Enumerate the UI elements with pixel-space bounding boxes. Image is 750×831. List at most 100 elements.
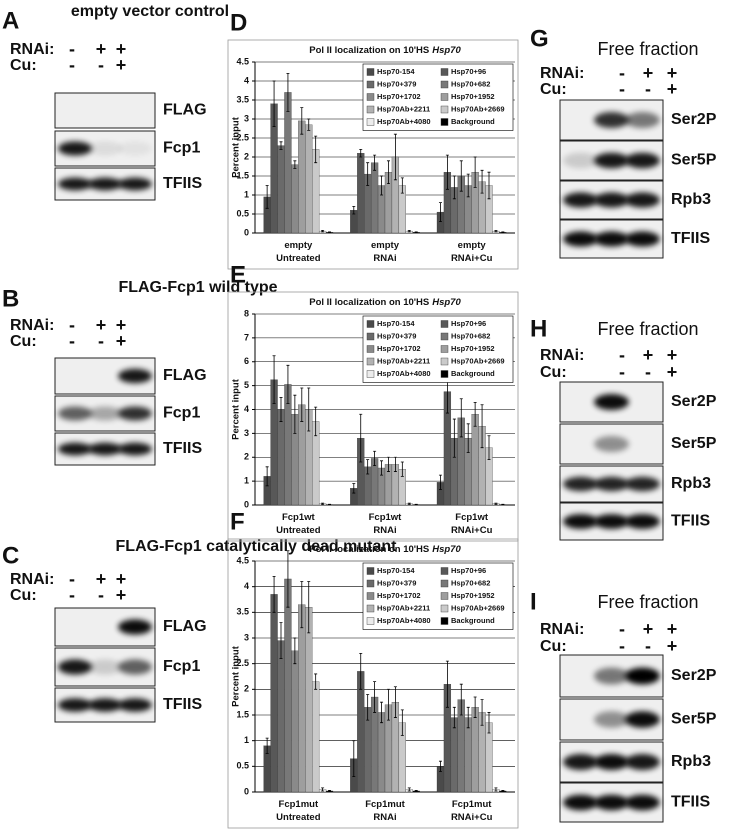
- x-tick-label-line: RNAi+Cu: [451, 812, 493, 823]
- error-bar: [314, 135, 318, 164]
- blot-strip: [559, 99, 664, 141]
- y-tick-label: 7: [244, 332, 249, 342]
- bar: [464, 717, 472, 793]
- bar: [305, 607, 313, 793]
- blot-background: [54, 92, 156, 129]
- legend-label: Hsp70Ab+2211: [377, 356, 430, 365]
- legend-label: Background: [451, 117, 495, 126]
- bar: [284, 92, 292, 234]
- blot-band: [118, 141, 152, 156]
- x-tick-label-line: RNAi+Cu: [451, 525, 493, 536]
- legend-swatch: [440, 604, 449, 613]
- x-tick-label: empty RNAi+Cu: [451, 240, 493, 264]
- error-bar: [473, 696, 477, 718]
- bar: [370, 162, 379, 234]
- error-bar: [328, 231, 332, 234]
- blot-band: [624, 231, 660, 247]
- condition-sign: -: [69, 585, 75, 605]
- error-bar: [400, 177, 404, 194]
- condition-label: RNAi:: [540, 621, 584, 638]
- legend-label: Hsp70+1952: [451, 591, 495, 600]
- legend-label: Hsp70Ab+4080: [377, 616, 431, 625]
- legend-label: Hsp70+1952: [451, 344, 495, 353]
- bar: [291, 650, 299, 793]
- legend-swatch: [440, 345, 449, 353]
- y-tick-label: 0: [244, 227, 249, 237]
- condition-sign: -: [619, 79, 625, 99]
- blot-band: [593, 794, 630, 811]
- band-label: Rpb3: [671, 475, 711, 492]
- band-label: Ser5P: [671, 152, 717, 169]
- y-tick-label: 1: [244, 476, 249, 486]
- legend-swatch: [440, 80, 449, 89]
- legend-box: [362, 315, 514, 383]
- blot-header: Free fraction: [597, 319, 698, 339]
- condition-sign: -: [645, 636, 651, 656]
- legend-label: Hsp70+96: [451, 67, 486, 76]
- y-tick-label: 8: [244, 308, 249, 318]
- blot-strip: [559, 180, 664, 220]
- error-bar: [452, 418, 456, 458]
- x-tick-label-line: RNAi: [373, 525, 396, 536]
- error-bar: [352, 740, 356, 777]
- x-tick-label: empty Untreated: [276, 240, 321, 264]
- blot-band: [88, 442, 122, 456]
- error-bar: [386, 688, 390, 721]
- y-tick-label: 3.5: [236, 607, 249, 617]
- condition-label: Cu:: [540, 81, 567, 98]
- blot-band: [563, 192, 599, 208]
- section-title: FLAG-Fcp1 catalytically dead mutant: [116, 538, 398, 555]
- error-bar: [466, 173, 470, 198]
- blot-band: [88, 177, 122, 191]
- legend-swatch: [440, 592, 449, 600]
- y-tick-label: 3: [244, 113, 249, 123]
- blot-strip: [559, 219, 664, 259]
- blot-header: Free fraction: [597, 592, 698, 612]
- x-tick-label-line: Fcp1mut: [365, 799, 405, 810]
- condition-sign: +: [96, 39, 107, 59]
- blot-strip: [559, 741, 664, 783]
- legend-label: Hsp70Ab+2669: [451, 356, 505, 365]
- x-tick-label-line: Fcp1mut: [279, 799, 319, 810]
- condition-sign: -: [69, 331, 75, 351]
- legend-swatch: [366, 604, 375, 613]
- y-tick-label: 6: [244, 356, 249, 366]
- condition-label: RNAi:: [540, 65, 584, 82]
- error-bar: [407, 229, 411, 233]
- panel-letter: I: [530, 588, 537, 615]
- error-bar: [473, 156, 477, 188]
- legend-label: Hsp70+1702: [377, 591, 421, 600]
- condition-sign: +: [643, 63, 654, 83]
- legend-swatch: [440, 68, 449, 76]
- legend-label: Hsp70+379: [377, 578, 416, 587]
- legend-label: Hsp70-154: [377, 67, 415, 76]
- chart-title-gene: Hsp70: [432, 297, 461, 308]
- error-bar: [293, 160, 297, 169]
- legend-swatch: [366, 357, 375, 366]
- x-tick-label-line: empty: [371, 240, 400, 251]
- error-bar: [494, 229, 498, 233]
- legend-swatch: [366, 118, 375, 126]
- error-bar: [307, 118, 311, 131]
- blot-strip: [559, 465, 664, 503]
- y-tick-label: 2.5: [236, 132, 249, 142]
- x-tick-label-line: RNAi: [373, 812, 396, 823]
- bar: [291, 164, 299, 234]
- condition-label: RNAi:: [540, 347, 584, 364]
- y-tick-label: 4: [244, 404, 249, 414]
- blot-band: [88, 141, 122, 156]
- band-label: TFIIS: [163, 440, 202, 457]
- condition-sign: +: [116, 569, 127, 589]
- panel-letter: B: [2, 285, 19, 312]
- x-tick-label-line: Untreated: [276, 253, 321, 264]
- legend-label: Hsp70+1952: [451, 92, 495, 101]
- panel-letter: A: [2, 7, 19, 34]
- error-bar: [480, 404, 484, 449]
- error-bar: [279, 141, 283, 150]
- panel-letter: D: [230, 9, 247, 36]
- bar: [357, 153, 365, 234]
- legend-swatch: [366, 567, 375, 575]
- legend-swatch: [440, 357, 449, 366]
- condition-label: Cu:: [540, 638, 567, 655]
- blot-band: [624, 476, 660, 492]
